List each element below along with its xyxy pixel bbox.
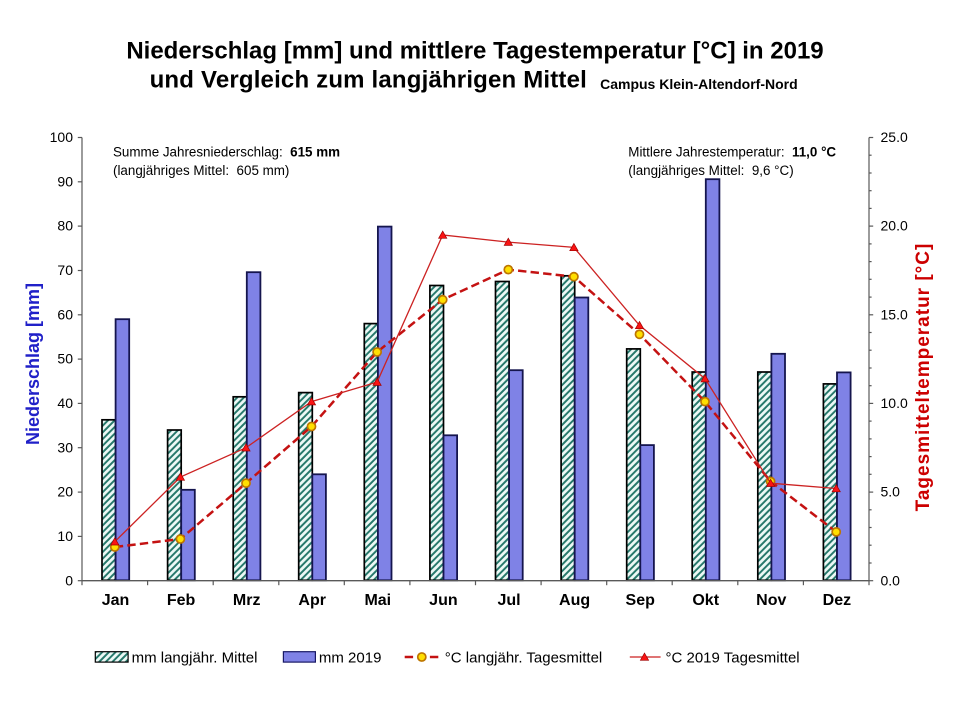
- svg-text:Jun: Jun: [429, 592, 457, 609]
- svg-text:80: 80: [57, 218, 73, 234]
- svg-text:20.0: 20.0: [881, 218, 908, 234]
- svg-text:30: 30: [57, 439, 73, 455]
- svg-text:Campus Klein-Altendorf-Nord: Campus Klein-Altendorf-Nord: [600, 76, 798, 92]
- svg-text:Mrz: Mrz: [233, 592, 261, 609]
- svg-text:Mai: Mai: [364, 592, 391, 609]
- svg-text:Feb: Feb: [167, 592, 196, 609]
- svg-text:Nov: Nov: [756, 592, 786, 609]
- svg-text:Niederschlag [mm] und mittlere: Niederschlag [mm] und mittlere Tagestemp…: [126, 38, 823, 65]
- svg-text:0: 0: [65, 572, 73, 588]
- svg-text:20: 20: [57, 484, 73, 500]
- svg-text:Aug: Aug: [559, 592, 590, 609]
- svg-text:°C langjähr. Tagesmittel: °C langjähr. Tagesmittel: [445, 650, 602, 667]
- svg-text:Sep: Sep: [626, 592, 656, 609]
- svg-text:Okt: Okt: [692, 592, 719, 609]
- svg-text:mm langjähr. Mittel: mm langjähr. Mittel: [132, 650, 258, 667]
- svg-text:und Vergleich zum langjährigen: und Vergleich zum langjährigen Mittel: [150, 66, 587, 93]
- svg-text:40: 40: [57, 395, 73, 411]
- svg-text:(langjähriges Mittel: 605 mm): (langjähriges Mittel: 605 mm): [113, 163, 289, 178]
- svg-text:Tagesmitteltemperatur [°C]: Tagesmitteltemperatur [°C]: [913, 243, 934, 512]
- svg-text:Jan: Jan: [102, 592, 130, 609]
- svg-text:Summe Jahresniederschlag: 615: Summe Jahresniederschlag: 615 mm: [113, 145, 340, 160]
- svg-text:100: 100: [50, 129, 74, 145]
- svg-text:15.0: 15.0: [881, 306, 908, 322]
- svg-text:10.0: 10.0: [881, 395, 908, 411]
- svg-text:25.0: 25.0: [881, 129, 908, 145]
- svg-text:(langjähriges Mittel: 9,6 °C): (langjähriges Mittel: 9,6 °C): [628, 163, 793, 178]
- svg-text:60: 60: [57, 306, 73, 322]
- svg-text:0.0: 0.0: [881, 572, 901, 588]
- svg-text:Niederschlag [mm]: Niederschlag [mm]: [23, 283, 43, 445]
- svg-text:50: 50: [57, 351, 73, 367]
- svg-text:70: 70: [57, 262, 73, 278]
- svg-text:Dez: Dez: [823, 592, 851, 609]
- svg-text:°C 2019 Tagesmittel: °C 2019 Tagesmittel: [666, 650, 800, 667]
- svg-text:90: 90: [57, 173, 73, 189]
- svg-text:mm 2019: mm 2019: [319, 650, 382, 667]
- svg-text:Mittlere Jahrestemperatur: 11: Mittlere Jahrestemperatur: 11,0 °C: [628, 145, 836, 160]
- svg-text:Apr: Apr: [298, 592, 326, 609]
- svg-text:10: 10: [57, 528, 73, 544]
- svg-text:Jul: Jul: [497, 592, 520, 609]
- svg-text:5.0: 5.0: [881, 484, 901, 500]
